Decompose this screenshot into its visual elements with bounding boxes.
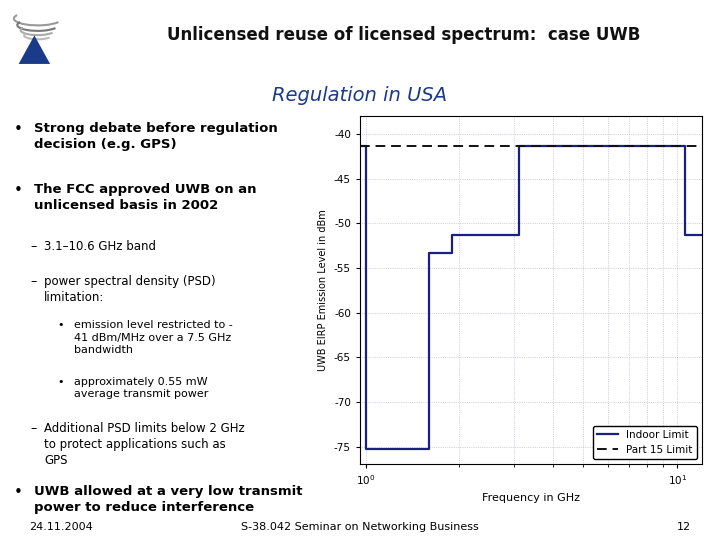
Indoor Limit — [425, 249, 433, 256]
Text: power spectral density (PSD)
limitation:: power spectral density (PSD) limitation: — [44, 275, 215, 304]
Indoor Limit — [514, 143, 523, 149]
Text: Unlicensed reuse of licensed spectrum:  case UWB: Unlicensed reuse of licensed spectrum: c… — [166, 26, 640, 44]
Indoor Limit — [681, 143, 690, 149]
Text: Additional PSD limits below 2 GHz
to protect applications such as
GPS: Additional PSD limits below 2 GHz to pro… — [44, 422, 245, 467]
Text: •: • — [14, 484, 23, 500]
Indoor Limit — [698, 232, 706, 238]
Indoor Limit — [514, 232, 523, 238]
Text: approximately 0.55 mW
average transmit power: approximately 0.55 mW average transmit p… — [73, 377, 208, 399]
Text: Strong debate before regulation
decision (e.g. GPS): Strong debate before regulation decision… — [34, 123, 278, 151]
Polygon shape — [19, 36, 50, 64]
Legend: Indoor Limit, Part 15 Limit: Indoor Limit, Part 15 Limit — [593, 426, 697, 459]
Line: Indoor Limit: Indoor Limit — [360, 146, 702, 449]
Text: Regulation in USA: Regulation in USA — [272, 85, 448, 105]
Text: •: • — [14, 123, 23, 138]
Text: UWB allowed at a very low transmit
power to reduce interference: UWB allowed at a very low transmit power… — [34, 484, 302, 514]
Indoor Limit — [361, 446, 370, 453]
Y-axis label: UWB EIRP Emission Level in dBm: UWB EIRP Emission Level in dBm — [318, 210, 328, 371]
Text: –: – — [31, 240, 37, 253]
Text: •: • — [57, 320, 63, 330]
Text: –: – — [31, 422, 37, 435]
Text: •: • — [57, 377, 63, 387]
Indoor Limit — [361, 143, 370, 149]
Text: –: – — [31, 275, 37, 288]
Text: S-38.042 Seminar on Networking Business: S-38.042 Seminar on Networking Business — [241, 522, 479, 532]
Indoor Limit — [681, 232, 690, 238]
Text: emission level restricted to -
41 dBm/MHz over a 7.5 GHz
bandwidth: emission level restricted to - 41 dBm/MH… — [73, 320, 233, 355]
Text: The FCC approved UWB on an
unlicensed basis in 2002: The FCC approved UWB on an unlicensed ba… — [34, 183, 256, 212]
Text: 12: 12 — [677, 522, 691, 532]
Indoor Limit — [425, 446, 433, 453]
Indoor Limit — [448, 232, 456, 238]
Text: 3.1–10.6 GHz band: 3.1–10.6 GHz band — [44, 240, 156, 253]
X-axis label: Frequency in GHz: Frequency in GHz — [482, 493, 580, 503]
Text: 24.11.2004: 24.11.2004 — [29, 522, 93, 532]
Indoor Limit — [356, 143, 364, 149]
Indoor Limit — [448, 249, 456, 256]
Text: •: • — [14, 183, 23, 198]
